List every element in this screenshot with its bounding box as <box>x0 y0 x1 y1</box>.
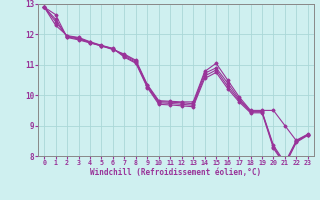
X-axis label: Windchill (Refroidissement éolien,°C): Windchill (Refroidissement éolien,°C) <box>91 168 261 177</box>
